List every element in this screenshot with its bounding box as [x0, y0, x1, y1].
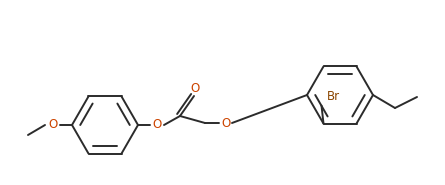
- Text: Br: Br: [327, 90, 340, 103]
- Text: O: O: [49, 119, 57, 132]
- Text: O: O: [152, 119, 162, 132]
- Text: O: O: [221, 117, 231, 130]
- Text: O: O: [190, 82, 200, 95]
